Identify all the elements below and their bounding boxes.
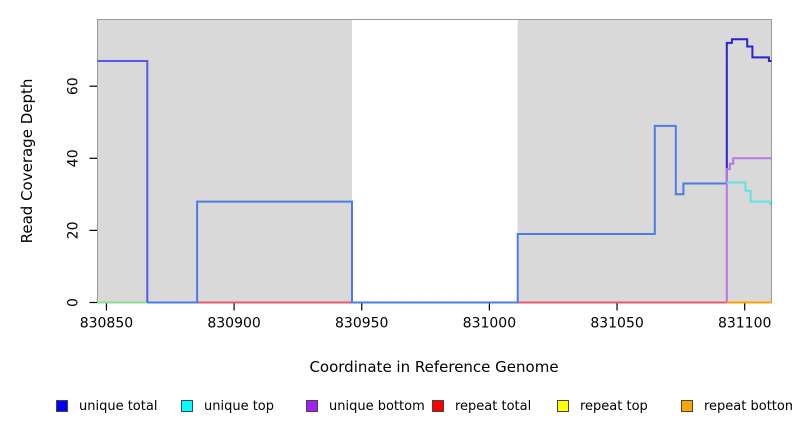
uncovered-gap-band: [352, 19, 518, 303]
legend-swatch-repeat-bottom: [681, 400, 693, 412]
legend-label-unique-bottom: unique bottom: [329, 398, 425, 414]
legend-label-repeat-total: repeat total: [455, 398, 532, 414]
x-tick-label: 830850: [80, 316, 133, 332]
series-unique-top: [726, 181, 772, 206]
legend-label-unique-top: unique top: [204, 398, 275, 414]
legend-item-repeat-top: repeat top: [557, 397, 648, 415]
legend-swatch-repeat-top: [557, 400, 569, 412]
x-tick-label: 831100: [718, 316, 771, 332]
legend-label-repeat-top: repeat top: [580, 398, 648, 414]
y-axis-title: Read Coverage Depth: [18, 78, 36, 244]
series-unique-bottom: [725, 157, 772, 303]
legend-item-repeat-bottom: repeat bottom: [681, 397, 792, 415]
y-tick-label: 20: [66, 221, 82, 239]
y-tick-label: 0: [66, 298, 82, 307]
series-unique-total-right: [725, 38, 772, 184]
legend-label-unique-total: unique total: [79, 398, 158, 414]
legend-item-unique-top: unique top: [181, 397, 274, 415]
legend: unique total unique top unique bottom re…: [0, 397, 792, 417]
legend-swatch-unique-top: [181, 400, 193, 412]
legend-label-repeat-bottom: repeat bottom: [704, 398, 792, 414]
y-tick-label: 40: [66, 149, 82, 167]
legend-swatch-unique-total: [56, 400, 68, 412]
legend-item-repeat-total: repeat total: [432, 397, 531, 415]
series-unique-total-middle: [147, 124, 727, 304]
x-tick-label: 830900: [207, 316, 260, 332]
legend-swatch-unique-bottom: [306, 400, 318, 412]
x-tick-label: 831000: [463, 316, 516, 332]
legend-swatch-repeat-total: [432, 400, 444, 412]
legend-item-unique-total: unique total: [56, 397, 157, 415]
series-unique-total-left: [97, 60, 149, 303]
y-tick-label: 60: [66, 77, 82, 95]
legend-item-unique-bottom: unique bottom: [306, 397, 425, 415]
x-tick-label: 831050: [590, 316, 643, 332]
x-tick-label: 830950: [335, 316, 388, 332]
x-axis-title: Coordinate in Reference Genome: [309, 358, 559, 376]
